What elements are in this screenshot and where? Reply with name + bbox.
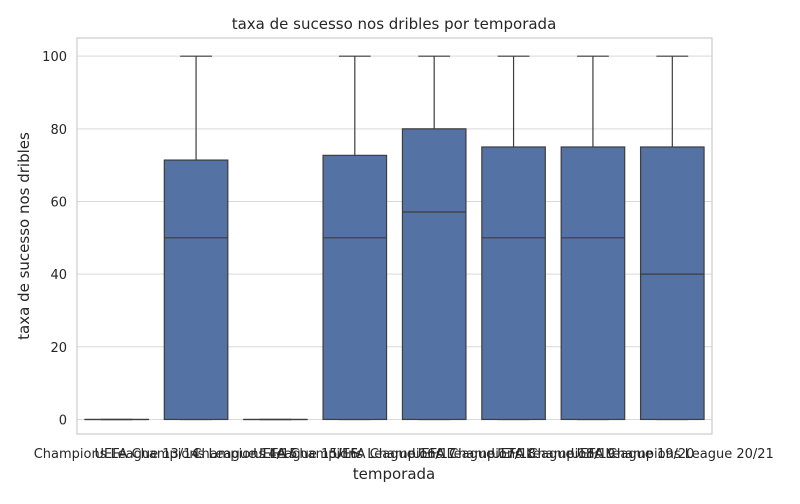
- box-group: [323, 56, 387, 419]
- y-tick-label: 20: [50, 341, 67, 356]
- box-layer: [85, 56, 704, 419]
- box-group: [482, 56, 546, 419]
- chart-title: taxa de sucesso nos dribles por temporad…: [232, 15, 557, 33]
- y-tick-label: 100: [42, 50, 67, 65]
- y-tick-label: 40: [50, 268, 67, 283]
- y-tick-labels: 0 20 40 60 80 100: [42, 50, 67, 428]
- box: [482, 147, 546, 419]
- y-tick-label: 60: [50, 195, 67, 210]
- box-group: [641, 56, 705, 419]
- box-group: [164, 56, 228, 419]
- x-tick-label: UEFA Champions League 20/21: [571, 447, 774, 462]
- box-group: [561, 56, 625, 419]
- x-axis-title: temporada: [353, 465, 436, 483]
- box: [641, 147, 705, 419]
- y-axis-title: taxa de sucesso nos dribles: [15, 132, 33, 340]
- y-tick-label: 80: [50, 123, 67, 138]
- box-group: [402, 56, 466, 419]
- y-tick-label: 0: [59, 413, 67, 428]
- box: [561, 147, 625, 419]
- box: [164, 160, 228, 419]
- box: [323, 155, 387, 419]
- box: [402, 129, 466, 420]
